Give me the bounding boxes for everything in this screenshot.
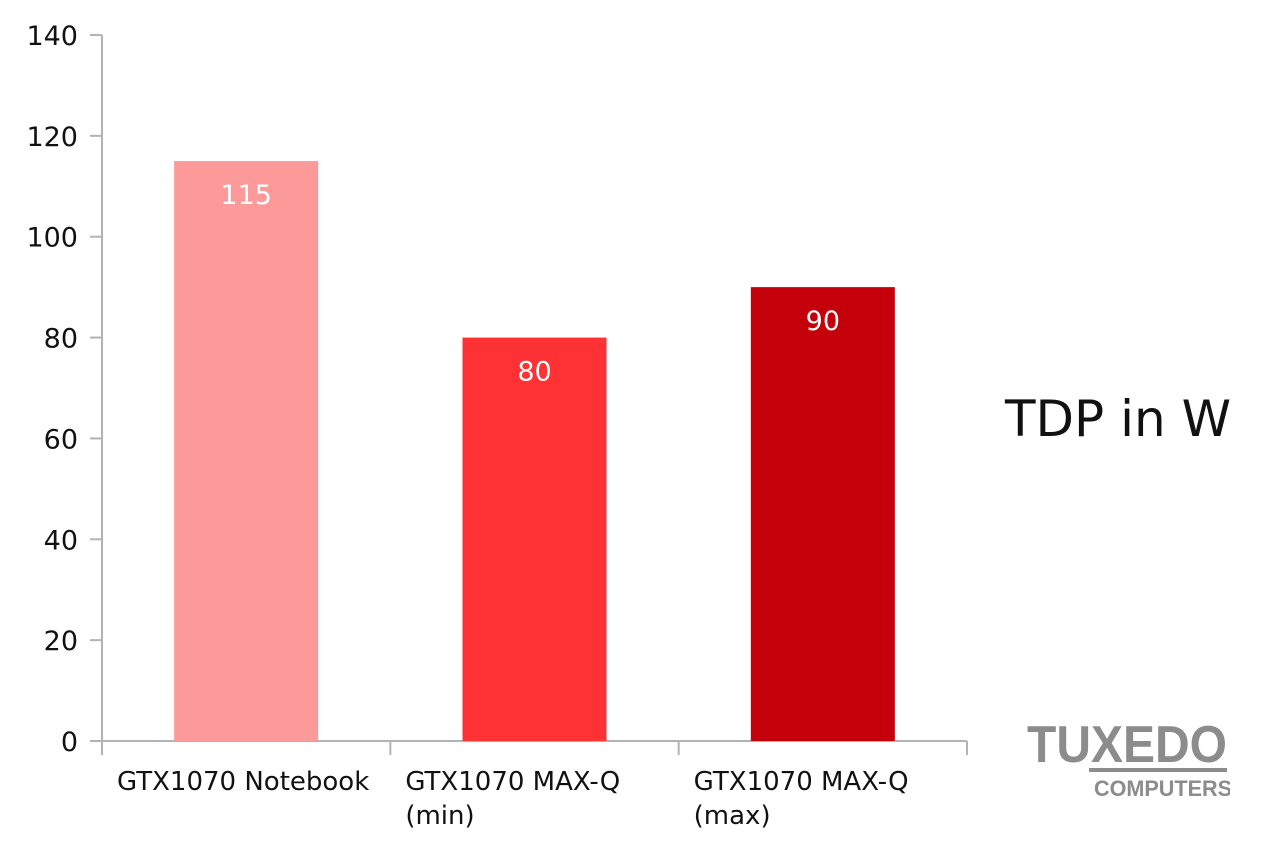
x-category-label: (max) <box>694 801 771 831</box>
logo-main-text: TUXEDO <box>1027 716 1227 774</box>
x-category-label: GTX1070 MAX-Q <box>405 767 620 797</box>
chart-annotation: TDP in W <box>1005 390 1232 448</box>
y-tick-label: 0 <box>61 727 78 758</box>
y-tick-label: 120 <box>26 122 78 153</box>
bars <box>174 161 895 742</box>
y-tick-label: 140 <box>26 21 78 52</box>
y-tick-label: 80 <box>44 324 78 355</box>
x-category-label: (min) <box>405 801 474 831</box>
x-category-label: GTX1070 Notebook <box>117 767 369 797</box>
y-tick-label: 100 <box>26 223 78 254</box>
bar <box>174 161 319 742</box>
category-labels: GTX1070 Notebook GTX1070 MAX-Q (min) GTX107… <box>117 767 909 831</box>
y-tick-label: 40 <box>44 525 78 556</box>
y-tick-label: 60 <box>44 424 78 455</box>
data-label: 80 <box>517 357 551 388</box>
y-tick-label: 20 <box>44 626 78 657</box>
bar <box>750 287 895 741</box>
logo-underline <box>1089 768 1227 772</box>
tuxedo-logo: TUXEDO COMPUTERS <box>1027 716 1230 801</box>
logo-sub-text: COMPUTERS <box>1094 776 1230 801</box>
data-label: 90 <box>806 306 840 337</box>
data-labels: 115 80 90 <box>220 180 840 388</box>
y-axis: 0 20 40 60 80 100 120 140 <box>26 21 103 758</box>
x-axis <box>90 740 968 755</box>
data-label: 115 <box>220 180 272 211</box>
x-category-label: GTX1070 MAX-Q <box>694 767 909 797</box>
bar <box>462 337 607 741</box>
